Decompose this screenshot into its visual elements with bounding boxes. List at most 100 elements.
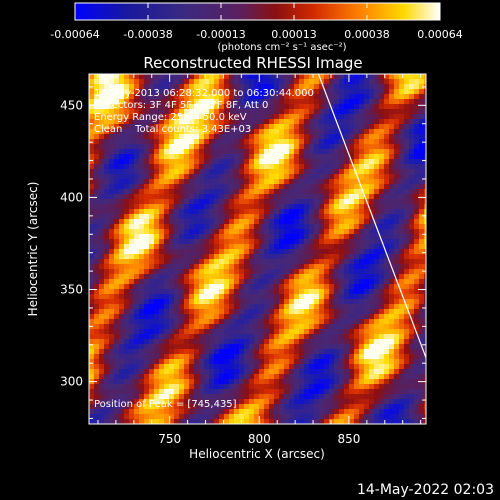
heatmap-cell	[284, 289, 289, 294]
heatmap-cell	[144, 244, 149, 249]
heatmap-cell	[114, 279, 119, 284]
heatmap-cell	[384, 214, 389, 219]
heatmap-cell	[89, 384, 94, 389]
heatmap-cell	[219, 279, 224, 284]
heatmap-cell	[319, 254, 324, 259]
heatmap-cell	[274, 109, 279, 114]
heatmap-cell	[384, 94, 389, 99]
heatmap-cell	[244, 244, 249, 249]
heatmap-cell	[119, 119, 124, 124]
heatmap-cell	[134, 324, 139, 329]
heatmap-cell	[139, 274, 144, 279]
heatmap-cell	[379, 344, 384, 349]
heatmap-cell	[234, 249, 239, 254]
heatmap-cell	[314, 294, 319, 299]
heatmap-cell	[424, 304, 426, 309]
heatmap-cell	[169, 389, 174, 394]
heatmap-cell	[269, 269, 274, 274]
heatmap-cell	[319, 89, 324, 94]
heatmap-cell	[254, 94, 259, 99]
heatmap-cell	[319, 234, 324, 239]
heatmap-cell	[424, 74, 426, 79]
heatmap-cell	[204, 84, 209, 89]
heatmap-cell	[354, 284, 359, 289]
heatmap-cell	[179, 274, 184, 279]
heatmap-cell	[154, 134, 159, 139]
heatmap-cell	[134, 139, 139, 144]
heatmap-cell	[154, 104, 159, 109]
heatmap-cell	[119, 314, 124, 319]
heatmap-cell	[179, 79, 184, 84]
heatmap-cell	[119, 159, 124, 164]
heatmap-cell	[254, 364, 259, 369]
heatmap-cell	[374, 144, 379, 149]
heatmap-cell	[259, 314, 264, 319]
heatmap-cell	[379, 164, 384, 169]
heatmap-cell	[309, 264, 314, 269]
heatmap-cell	[304, 394, 309, 399]
heatmap-cell	[219, 334, 224, 339]
heatmap-cell	[224, 154, 229, 159]
heatmap-cell	[239, 164, 244, 169]
heatmap-cell	[399, 219, 404, 224]
heatmap-cell	[234, 189, 239, 194]
heatmap-cell	[169, 164, 174, 169]
heatmap-cell	[114, 329, 119, 334]
heatmap-cell	[309, 339, 314, 344]
heatmap-cell	[349, 179, 354, 184]
heatmap-cell	[114, 339, 119, 344]
heatmap-cell	[224, 279, 229, 284]
heatmap-cell	[164, 124, 169, 129]
heatmap-cell	[394, 99, 399, 104]
heatmap-cell	[389, 114, 394, 119]
heatmap-cell	[144, 329, 149, 334]
heatmap-cell	[289, 364, 294, 369]
heatmap-cell	[204, 89, 209, 94]
heatmap-cell	[229, 289, 234, 294]
heatmap-cell	[204, 344, 209, 349]
heatmap-cell	[379, 324, 384, 329]
heatmap-cell	[334, 214, 339, 219]
heatmap-cell	[89, 154, 94, 159]
heatmap-cell	[389, 194, 394, 199]
heatmap-cell	[284, 329, 289, 334]
heatmap-cell	[214, 99, 219, 104]
heatmap-cell	[299, 249, 304, 254]
heatmap-cell	[199, 119, 204, 124]
heatmap-cell	[124, 219, 129, 224]
heatmap-cell	[254, 344, 259, 349]
heatmap-cell	[174, 264, 179, 269]
heatmap-cell	[384, 354, 389, 359]
heatmap-cell	[384, 219, 389, 224]
heatmap-cell	[204, 309, 209, 314]
heatmap-cell	[274, 299, 279, 304]
heatmap-cell	[379, 114, 384, 119]
heatmap-cell	[409, 189, 414, 194]
heatmap-cell	[304, 239, 309, 244]
heatmap-cell	[259, 154, 264, 159]
heatmap-cell	[424, 274, 426, 279]
heatmap-cell	[404, 249, 409, 254]
heatmap-cell	[199, 214, 204, 219]
heatmap-cell	[179, 209, 184, 214]
heatmap-cell	[299, 224, 304, 229]
heatmap-cell	[404, 419, 409, 424]
heatmap-cell	[184, 314, 189, 319]
heatmap-cell	[344, 339, 349, 344]
heatmap-cell	[284, 344, 289, 349]
heatmap-cell	[204, 404, 209, 409]
heatmap-cell	[314, 129, 319, 134]
heatmap-cell	[249, 99, 254, 104]
heatmap-cell	[214, 224, 219, 229]
heatmap-cell	[99, 279, 104, 284]
heatmap-cell	[199, 354, 204, 359]
heatmap-cell	[279, 114, 284, 119]
heatmap-cell	[149, 239, 154, 244]
heatmap-cell	[374, 414, 379, 419]
heatmap-cell	[374, 239, 379, 244]
chart-title: Reconstructed RHESSI Image	[143, 54, 362, 72]
heatmap-cell	[204, 79, 209, 84]
heatmap-cell	[384, 224, 389, 229]
heatmap-cell	[424, 239, 426, 244]
heatmap-cell	[214, 209, 219, 214]
